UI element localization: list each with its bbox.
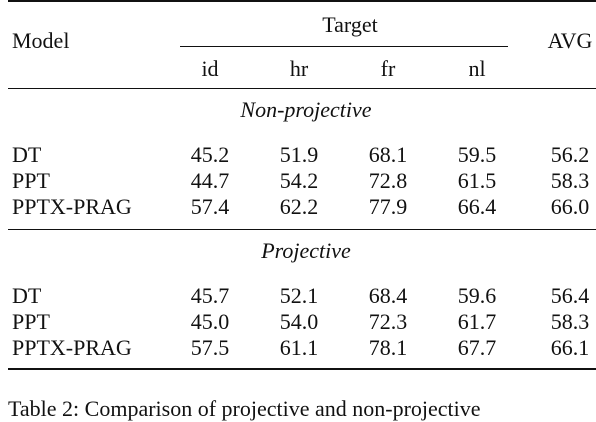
header-avg: AVG [547,28,593,53]
cell-hr: 54.0 [279,309,319,334]
cell-hr: 52.1 [279,283,319,308]
header-lang-nl: nl [468,56,486,81]
cell-nl: 67.7 [457,335,497,360]
row-model: PPT [12,168,50,193]
section-title-non-projective: Non-projective [240,97,372,122]
row-model: DT [12,142,42,167]
bottom-rule [8,368,596,370]
section-divider-rule [8,229,596,230]
header-rule [8,88,596,89]
top-rule [8,0,596,2]
row-model: PPTX-PRAG [12,194,132,219]
cell-nl: 61.5 [457,168,497,193]
cell-id: 45.0 [190,309,230,334]
row-model: PPTX-PRAG [12,335,132,360]
cell-id: 45.7 [190,283,230,308]
target-underline [180,46,508,47]
cell-avg: 66.1 [550,335,590,360]
cell-avg: 58.3 [550,309,590,334]
header-lang-fr: fr [380,56,396,81]
cell-id: 45.2 [190,142,230,167]
cell-fr: 68.1 [368,142,408,167]
cell-nl: 59.5 [457,142,497,167]
header-target: Target [322,12,378,37]
cell-avg: 58.3 [550,168,590,193]
cell-avg: 56.4 [550,283,590,308]
cell-hr: 61.1 [279,335,319,360]
row-model: DT [12,283,42,308]
table-caption: Table 2: Comparison of projective and no… [8,396,481,421]
cell-nl: 66.4 [457,194,497,219]
cell-nl: 61.7 [457,309,497,334]
cell-fr: 77.9 [368,194,408,219]
cell-fr: 68.4 [368,283,408,308]
section-title-projective: Projective [261,238,351,263]
cell-hr: 54.2 [279,168,319,193]
cell-id: 57.4 [190,194,230,219]
cell-avg: 56.2 [550,142,590,167]
cell-fr: 72.8 [368,168,408,193]
cell-id: 57.5 [190,335,230,360]
header-lang-id: id [201,56,219,81]
cell-id: 44.7 [190,168,230,193]
header-lang-hr: hr [289,56,309,81]
row-model: PPT [12,309,50,334]
cell-nl: 59.6 [457,283,497,308]
header-model: Model [12,28,70,53]
cell-hr: 62.2 [279,194,319,219]
cell-fr: 72.3 [368,309,408,334]
cell-hr: 51.9 [279,142,319,167]
cell-fr: 78.1 [368,335,408,360]
cell-avg: 66.0 [550,194,590,219]
